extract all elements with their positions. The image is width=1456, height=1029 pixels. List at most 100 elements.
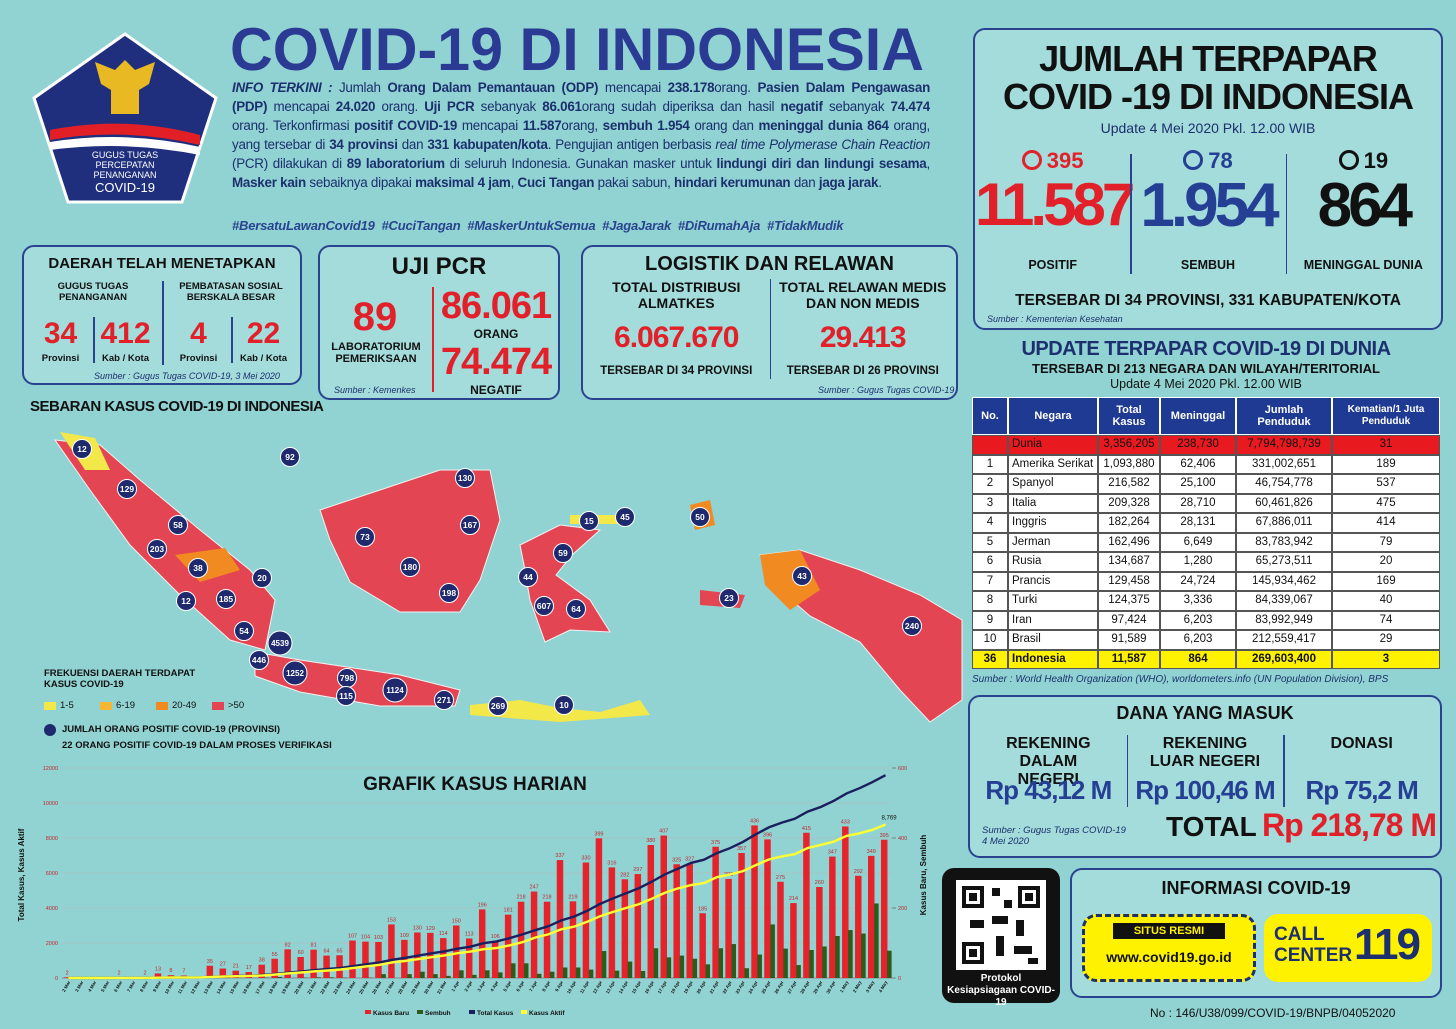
stat-value: 1.954 [1140, 171, 1279, 240]
legend-label: Total Kasus [477, 1010, 514, 1017]
info-segment: sebaiknya dipakai [305, 175, 416, 190]
table-cell: 28,710 [1160, 493, 1236, 513]
site-url: www.covid19.go.id [1106, 949, 1232, 965]
dana-value: Rp 43,12 M [985, 775, 1112, 805]
legend-swatch [44, 702, 56, 710]
bar-label: 357 [737, 846, 746, 852]
world-source: Sumber : World Health Organization (WHO)… [972, 674, 1389, 685]
bar [705, 964, 711, 978]
flag-red [50, 123, 200, 145]
x-tick-label: 9 Apr [554, 980, 564, 993]
map-marker [488, 696, 508, 716]
x-tick-label: 24 Mar [345, 980, 357, 995]
stat-label: POSITIF [1028, 258, 1077, 272]
bar [874, 903, 879, 978]
table-cell: 1 [972, 454, 1008, 474]
bar [614, 970, 620, 978]
x-tick-label: 4 Apr [489, 980, 499, 993]
call-label: CALL CENTER [1274, 924, 1353, 966]
info-segment: dan [790, 175, 819, 190]
bar-label: 407 [659, 829, 668, 835]
info-segment: mencapai [457, 118, 523, 133]
info-segment: sebanyak [474, 99, 543, 114]
bar [887, 950, 892, 978]
table-cell: 97,424 [1098, 610, 1160, 630]
summary-source: Sumber : Kementerian Kesehatan [987, 314, 1123, 324]
bar-label: 114 [439, 931, 448, 937]
map-marker-label: 446 [252, 655, 266, 665]
map-marker [460, 515, 480, 535]
divider [1126, 735, 1129, 807]
site-badge: SITUS RESMI www.covid19.go.id [1082, 914, 1256, 982]
info-segment: INFO TERKINI : [232, 80, 333, 95]
dana-value: Rp 75,2 M [1305, 775, 1418, 805]
bar [362, 941, 369, 978]
table-header: Jumlah Penduduk [1236, 397, 1332, 435]
info-segment: orang. Terkonfirmasi [232, 118, 355, 133]
table-cell: Iran [1008, 610, 1098, 630]
table-cell: 4 [972, 513, 1008, 533]
map-marker-label: 115 [339, 691, 353, 701]
table-cell: 3 [1332, 649, 1440, 669]
bar-label: 38 [259, 958, 265, 964]
table-cell: 74 [1332, 610, 1440, 630]
y-axis-label: Total Kasus, Kasus Aktif [17, 828, 26, 921]
legend-label: 1-5 [60, 700, 74, 711]
table-cell: 414 [1332, 513, 1440, 533]
info-segment: orang dan [689, 118, 759, 133]
legend-swatch [156, 702, 168, 710]
table-cell: 2 [972, 474, 1008, 494]
dana-cols: REKENING DALAM NEGERI Rp 43,12 M REKENING … [970, 731, 1440, 811]
bar-label: 104 [361, 935, 370, 941]
x-tick-label: 8 Mar [139, 980, 149, 993]
bar [770, 924, 775, 978]
pcr-people: 86.061 [440, 285, 552, 327]
chart-title: GRAFIK KASUS HARIAN [363, 774, 587, 795]
bar [640, 971, 646, 978]
daerah-box: DAERAH TELAH MENETAPKAN GUGUS TUGAS PENA… [22, 245, 302, 385]
x-tick-label: 30 Apr [825, 980, 836, 995]
stat-value: 11.587 [975, 171, 1135, 238]
bar [446, 975, 451, 978]
x-tick-label: 6 Apr [515, 980, 525, 993]
x-tick-label: 31 Mar [436, 980, 448, 995]
x-tick-label: 15 Mar [228, 980, 240, 995]
legend-swatch [521, 1010, 527, 1014]
map-note: 22 ORANG POSITIF COVID-19 DALAM PROSES V… [62, 740, 332, 751]
table-cell: 3,336 [1160, 591, 1236, 611]
map-marker-label: 185 [219, 594, 233, 604]
bar-label: 65 [336, 948, 342, 954]
bar [232, 970, 240, 978]
info-segment: orang sudah diperiksa dan hasil [581, 99, 781, 114]
bar-label: 2 [143, 970, 146, 976]
x-tick-label: 11 Mar [177, 980, 188, 995]
table-cell: 25,100 [1160, 474, 1236, 494]
bar [523, 963, 529, 978]
bar [485, 970, 490, 978]
bar-label: 82 [285, 942, 291, 948]
bar [653, 948, 659, 978]
bar-label: 375 [711, 840, 720, 846]
daerah-source: Sumber : Gugus Tugas COVID-19, 3 Mei 202… [94, 371, 280, 381]
bar [848, 930, 853, 978]
legend-swatch [100, 702, 112, 710]
table-cell: 79 [1332, 532, 1440, 552]
info-segment: Masker kain [232, 175, 306, 190]
info-segment: orang. [375, 99, 425, 114]
table-cell: Turki [1008, 591, 1098, 611]
table-header: Meninggal [1160, 397, 1236, 435]
info-segment: 11.587 [522, 118, 562, 133]
info-segment: sembuh 1.954 [602, 118, 690, 133]
summary-title: JUMLAH TERPAPAR COVID -19 DI INDONESIA [975, 40, 1441, 116]
bar-label: 150 [452, 919, 461, 925]
delta-value: 78 [1208, 148, 1233, 173]
bar [258, 964, 265, 978]
info-segment: meninggal dunia 864 [758, 118, 889, 133]
x-tick-label: 2 Mar [61, 980, 71, 993]
bar [842, 826, 849, 978]
doc-number: No : 146/U38/099/COVID-19/BNPB/04052020 [1150, 1006, 1396, 1020]
table-header: No. [972, 397, 1008, 435]
bar-label: 219 [568, 894, 577, 900]
x-tick-label: 10 Mar [164, 980, 176, 995]
table-cell: 216,582 [1098, 474, 1160, 494]
